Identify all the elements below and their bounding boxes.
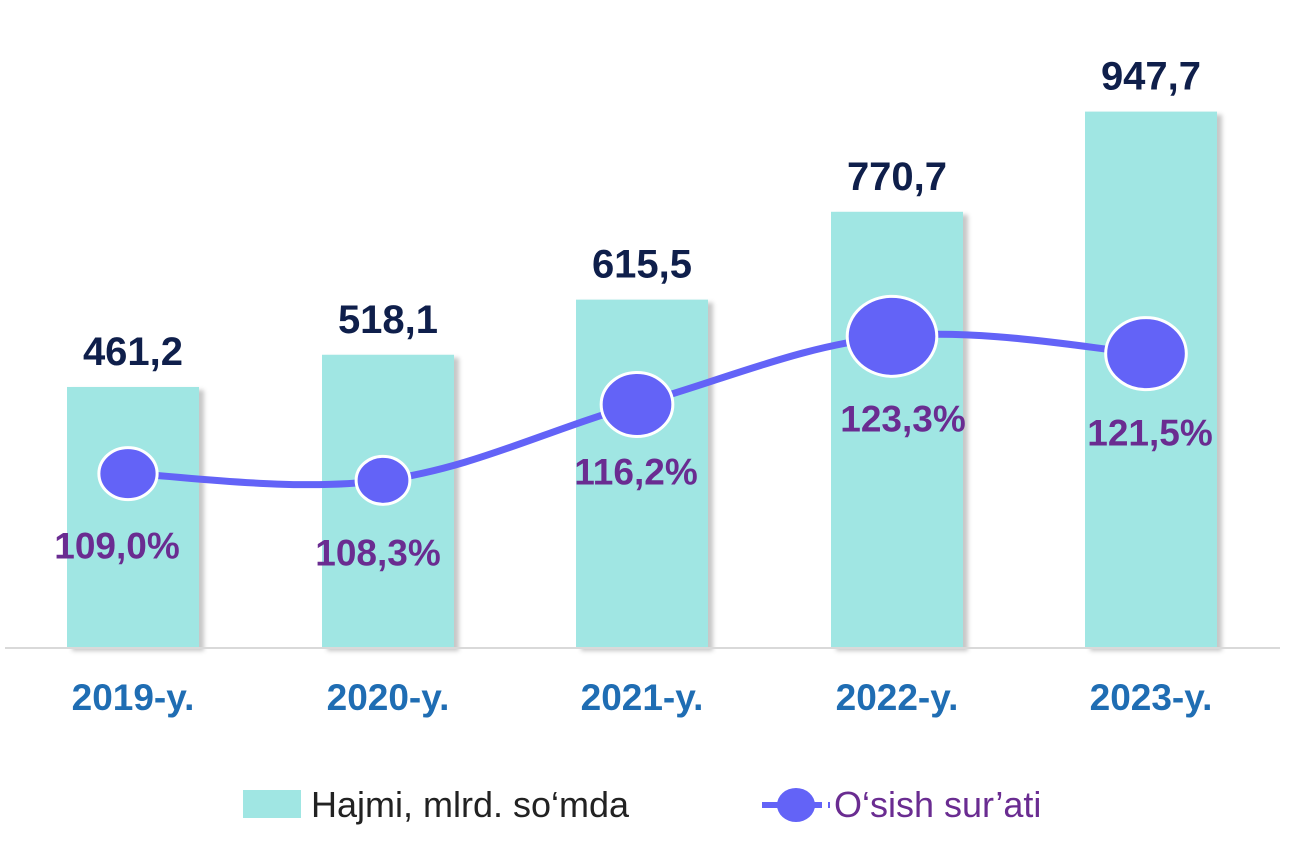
x-tick-label: 2022-y. [836,677,959,718]
bar-2021-y. [576,299,708,648]
growth-rate-point [599,370,675,438]
x-tick-label: 2023-y. [1090,677,1213,718]
x-tick-label: 2020-y. [327,677,450,718]
growth-rate-point [845,294,939,378]
legend-label-growth: O‘sish sur’ati [834,784,1041,825]
bar-value-label: 947,7 [1101,55,1201,99]
growth-rate-point [97,446,159,502]
growth-rate-label: 123,3% [840,398,966,439]
bar-value-label: 461,2 [83,330,183,374]
growth-rate-label: 121,5% [1087,413,1213,454]
legend-swatch-volume [243,790,301,818]
legend-marker-growth [777,788,815,822]
growth-rate-point [1104,316,1188,392]
growth-rate-point [354,454,412,506]
growth-rate-label: 116,2% [574,451,697,492]
bar-2022-y. [831,211,963,648]
bar-value-label: 770,7 [847,155,947,199]
growth-rate-label: 109,0% [54,526,180,567]
growth-rate-label: 108,3% [315,532,441,573]
x-tick-label: 2019-y. [72,677,195,718]
x-tick-label: 2021-y. [581,677,704,718]
bar-value-label: 518,1 [338,298,438,342]
bar-2019-y. [67,386,199,648]
legend-label-volume: Hajmi, mlrd. so‘mda [311,784,630,825]
bar-value-label: 615,5 [592,243,692,287]
